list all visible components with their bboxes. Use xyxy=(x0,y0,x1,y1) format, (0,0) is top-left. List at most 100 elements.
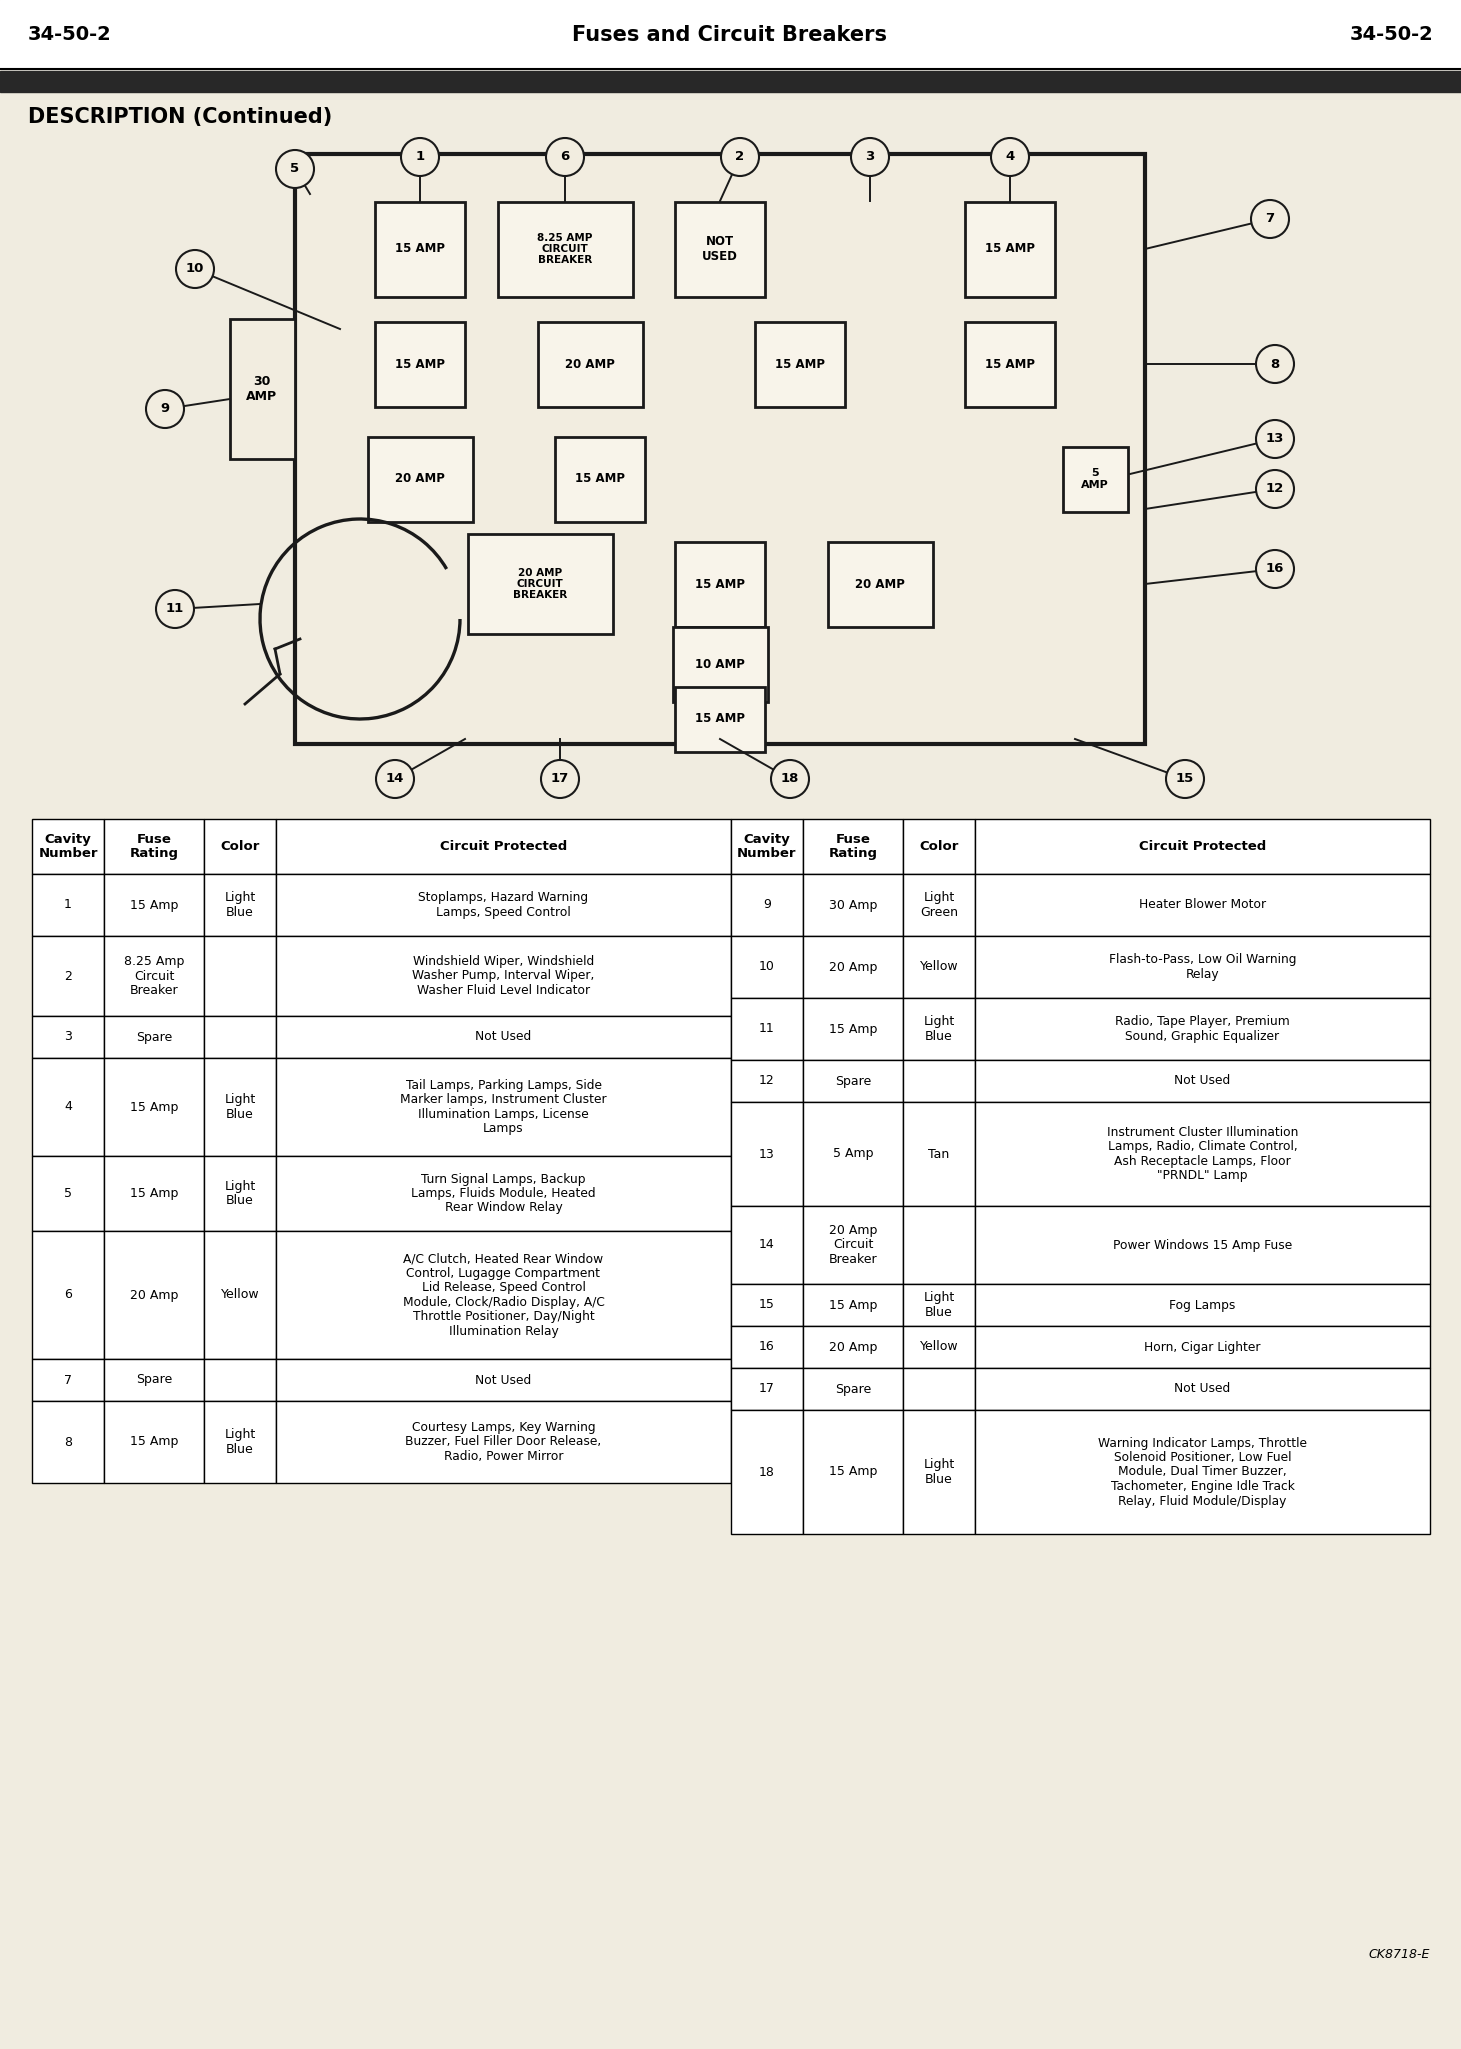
Circle shape xyxy=(1256,469,1294,508)
Text: 4: 4 xyxy=(64,1100,72,1113)
Bar xyxy=(0,0,1461,70)
Text: 14: 14 xyxy=(386,772,405,785)
Text: 18: 18 xyxy=(780,772,799,785)
Text: Heater Blower Motor: Heater Blower Motor xyxy=(1140,900,1267,912)
Bar xyxy=(974,936,1430,998)
Bar xyxy=(974,875,1430,936)
Text: 20 AMP: 20 AMP xyxy=(565,357,615,371)
Circle shape xyxy=(175,250,213,289)
Text: Radio, Tape Player, Premium
Sound, Graphic Equalizer: Radio, Tape Player, Premium Sound, Graph… xyxy=(1115,1014,1290,1043)
Text: 9: 9 xyxy=(161,402,169,416)
Bar xyxy=(903,1102,974,1207)
Text: 34-50-2: 34-50-2 xyxy=(28,25,111,45)
Text: 6: 6 xyxy=(561,150,570,164)
Bar xyxy=(730,1285,804,1326)
Bar xyxy=(903,998,974,1059)
Bar xyxy=(966,322,1055,406)
Bar xyxy=(730,998,804,1059)
Text: Light
Blue: Light Blue xyxy=(923,1014,954,1043)
Text: 15 Amp: 15 Amp xyxy=(130,1100,178,1113)
Text: Spare: Spare xyxy=(136,1373,172,1387)
Bar xyxy=(104,1231,205,1358)
Bar xyxy=(672,627,767,701)
Text: Stoplamps, Hazard Warning
Lamps, Speed Control: Stoplamps, Hazard Warning Lamps, Speed C… xyxy=(418,891,589,918)
Bar xyxy=(903,875,974,936)
Text: Spare: Spare xyxy=(834,1074,871,1088)
Circle shape xyxy=(720,137,760,176)
Text: 3: 3 xyxy=(865,150,875,164)
Bar xyxy=(205,1156,276,1231)
Text: Yellow: Yellow xyxy=(919,1340,958,1354)
Bar xyxy=(827,541,932,627)
Text: Light
Blue: Light Blue xyxy=(225,891,256,918)
Bar xyxy=(804,1410,903,1535)
Text: Tan: Tan xyxy=(928,1147,950,1160)
Text: CK8718-E: CK8718-E xyxy=(1369,1947,1430,1961)
Circle shape xyxy=(546,137,584,176)
Bar xyxy=(903,1207,974,1285)
Text: 7: 7 xyxy=(64,1373,72,1387)
Bar xyxy=(903,820,974,875)
Bar xyxy=(974,1059,1430,1102)
Text: Fuse
Rating: Fuse Rating xyxy=(828,832,878,861)
Text: 5: 5 xyxy=(291,162,300,176)
Text: Yellow: Yellow xyxy=(919,961,958,973)
Bar xyxy=(375,201,465,297)
Text: Fog Lamps: Fog Lamps xyxy=(1169,1299,1236,1311)
Text: 17: 17 xyxy=(760,1383,774,1395)
Text: 11: 11 xyxy=(167,602,184,615)
Text: 4: 4 xyxy=(1005,150,1014,164)
Text: 12: 12 xyxy=(760,1074,774,1088)
Bar xyxy=(0,72,1461,92)
Text: 15 Amp: 15 Amp xyxy=(828,1299,877,1311)
Bar xyxy=(205,1016,276,1057)
Bar xyxy=(32,936,104,1016)
Bar xyxy=(32,1016,104,1057)
Text: 15 AMP: 15 AMP xyxy=(576,473,625,486)
Circle shape xyxy=(1166,760,1204,797)
Text: 5: 5 xyxy=(64,1186,72,1201)
Bar xyxy=(276,1402,730,1483)
Text: Light
Green: Light Green xyxy=(920,891,958,918)
Bar xyxy=(295,154,1145,744)
Bar xyxy=(1062,447,1128,512)
Bar xyxy=(675,686,766,752)
Circle shape xyxy=(276,150,314,189)
Bar xyxy=(974,1369,1430,1410)
Text: 15 AMP: 15 AMP xyxy=(985,357,1034,371)
Text: 34-50-2: 34-50-2 xyxy=(1350,25,1433,45)
Text: Light
Blue: Light Blue xyxy=(923,1459,954,1486)
Bar xyxy=(205,1402,276,1483)
Text: Horn, Cigar Lighter: Horn, Cigar Lighter xyxy=(1144,1340,1261,1354)
Text: 7: 7 xyxy=(1265,213,1274,225)
Bar xyxy=(804,1207,903,1285)
Bar xyxy=(498,201,633,297)
Bar xyxy=(730,1059,804,1102)
Bar xyxy=(205,1057,276,1156)
Text: Light
Blue: Light Blue xyxy=(225,1428,256,1455)
Text: Circuit Protected: Circuit Protected xyxy=(440,840,567,852)
Bar xyxy=(32,1057,104,1156)
Bar xyxy=(804,1285,903,1326)
Text: 15: 15 xyxy=(760,1299,774,1311)
Bar xyxy=(974,1326,1430,1369)
Text: Color: Color xyxy=(221,840,260,852)
Text: 15 Amp: 15 Amp xyxy=(130,900,178,912)
Text: 20 AMP
CIRCUIT
BREAKER: 20 AMP CIRCUIT BREAKER xyxy=(513,568,567,600)
Text: 1: 1 xyxy=(415,150,425,164)
Text: 15 AMP: 15 AMP xyxy=(394,357,446,371)
Text: NOT
USED: NOT USED xyxy=(703,236,738,262)
Bar xyxy=(804,1326,903,1369)
Text: 8.25 Amp
Circuit
Breaker: 8.25 Amp Circuit Breaker xyxy=(124,955,184,998)
Text: 15 Amp: 15 Amp xyxy=(828,1022,877,1035)
Text: 10: 10 xyxy=(186,262,205,275)
Text: 1: 1 xyxy=(64,900,72,912)
Text: Cavity
Number: Cavity Number xyxy=(38,832,98,861)
Bar xyxy=(974,1102,1430,1207)
Text: 13: 13 xyxy=(760,1147,774,1160)
Circle shape xyxy=(1256,549,1294,588)
Text: 16: 16 xyxy=(760,1340,774,1354)
Bar xyxy=(276,1231,730,1358)
Bar xyxy=(205,1358,276,1402)
Bar xyxy=(730,1207,804,1285)
